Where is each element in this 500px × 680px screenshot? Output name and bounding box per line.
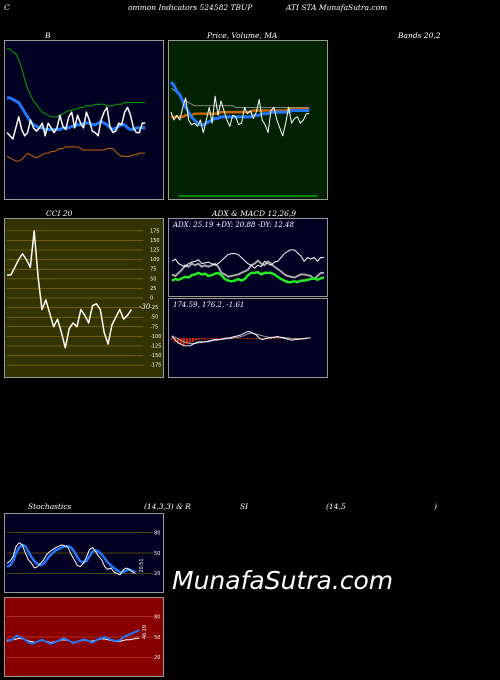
bollinger-title: B (45, 31, 51, 40)
adx-readout: ADX: 25.19 +DY: 20.88 -DY: 12.48 (173, 221, 294, 229)
macd-histogram-bar (246, 338, 248, 339)
macd-histogram-bar (170, 338, 173, 340)
stoch-d-line (6, 543, 136, 574)
cci-tick-label: -150 (150, 353, 161, 359)
bb-upper-line (6, 48, 146, 118)
watermark: MunafaSutra.com (172, 566, 394, 595)
cci-tick-label: -50 (150, 315, 158, 321)
stoch-k-line (6, 542, 136, 576)
cci-chart: 175 150 125 100 75 50 25 0 -25 -50 -75 -100 -125 -150… (6, 228, 161, 369)
macd-histogram-bar (210, 338, 212, 339)
cci-tick-label: -100 (150, 334, 161, 340)
stoch-tick-label: 80 (154, 530, 160, 536)
macd-histogram-bar (195, 338, 197, 341)
cci-value-label: -30 (139, 303, 151, 311)
stoch-tick-label: 20 (154, 571, 160, 577)
rsi-tick-label: 80 (154, 614, 160, 620)
adx-chart (171, 249, 325, 284)
bollinger-chart (6, 48, 146, 162)
cci-tick-label: 175 (150, 228, 159, 234)
macd-histogram-bar (189, 338, 191, 344)
macd-histogram-bar (279, 338, 281, 339)
macd-histogram-bar (219, 338, 221, 339)
cci-title: CCI 20 (46, 209, 73, 218)
cci-line (6, 230, 133, 349)
macd-histogram-bar (273, 338, 275, 339)
rsi-blue-line (6, 629, 140, 645)
header-title: ommon Indicators 524582 TBUP (128, 3, 253, 12)
macd-histogram-bar (198, 338, 200, 340)
bb-close-line (6, 106, 146, 140)
cci-tick-label: -25 (150, 305, 158, 311)
adx-panel: ADX: 25.19 +DY: 20.88 -DY: 12.48 (168, 218, 328, 297)
macd-histogram-bar (201, 338, 203, 340)
stochastics-chart: 80 50 20 20.51 (6, 530, 160, 577)
adx-plus_di-line (171, 270, 325, 284)
price-price-line (170, 95, 310, 137)
macd-histogram-bar (249, 338, 251, 339)
macd-histogram-bar (276, 338, 278, 339)
cci-tick-label: 75 (150, 267, 156, 273)
stoch-params: (14,3,3) & R (144, 502, 191, 511)
adx-adx-line (171, 259, 325, 281)
macd-histogram-bar (255, 338, 257, 339)
price-chart (169, 81, 318, 197)
macd-chart (170, 331, 312, 347)
stoch-value-label: 20.51 (139, 559, 145, 573)
macd-histogram-bar (207, 338, 209, 339)
rsi-tick-label: 50 (154, 635, 160, 641)
header-c: C (4, 3, 10, 12)
cci-panel: 175 150 125 100 75 50 25 0 -25 -50 -75 -100 -125 -150… (4, 218, 164, 378)
cci-tick-label: 150 (150, 238, 159, 244)
macd-histogram-bar (192, 338, 194, 342)
price-ma_blue-line (169, 81, 310, 127)
cci-tick-label: 50 (150, 276, 156, 282)
macd-histogram-bar (216, 338, 218, 339)
bands-title: Bands 20,2 (398, 31, 441, 40)
cci-tick-label: 0 (150, 295, 153, 301)
rsi-panel: 80 50 20 46.19 (4, 597, 164, 677)
header-site: ATI STA MunafaSutra.com (286, 3, 388, 12)
macd-panel: 174.59, 176.2, -1.61 (168, 298, 328, 378)
macd-histogram-bar (237, 338, 239, 339)
adx-minus_di-line (171, 249, 325, 269)
cci-tick-label: -125 (150, 343, 161, 349)
macd-histogram-bar (240, 338, 242, 339)
macd-histogram-bar (234, 338, 236, 339)
macd-histogram-bar (186, 338, 188, 345)
macd-histogram-bar (261, 338, 263, 339)
macd-histogram-bar (176, 338, 179, 344)
macd-line (171, 331, 311, 347)
cci-tick-label: 25 (150, 286, 156, 292)
macd-histogram-bar (213, 338, 215, 339)
price-ma_orange-line (170, 107, 310, 119)
stoch-tick-label: 50 (154, 551, 160, 557)
bollinger-panel (4, 40, 164, 200)
rsi-value-label: 46.19 (142, 625, 148, 639)
macd-histogram-bar (179, 338, 182, 345)
rsi-tick-label: 20 (154, 655, 160, 661)
stochastics-panel: 80 50 20 20.51 (4, 513, 164, 593)
cci-tick-label: 125 (150, 248, 159, 254)
cci-tick-label: -75 (150, 324, 158, 330)
adx-title: ADX & MACD 12,26,9 (212, 209, 297, 218)
rsi-params: (14,5 (326, 502, 346, 511)
macd-histogram-bar (243, 338, 245, 339)
cci-tick-label: -175 (150, 363, 161, 369)
rsi-chart: 80 50 20 46.19 (6, 614, 160, 661)
rsi-si: SI (240, 502, 249, 511)
rsi-close: ) (434, 502, 437, 511)
macd-histogram-bar (252, 338, 254, 339)
price-ma_gray-line (170, 88, 310, 108)
price-panel (168, 40, 328, 200)
cci-tick-label: 100 (150, 257, 159, 263)
macd-readout: 174.59, 176.2, -1.61 (173, 301, 245, 309)
macd-histogram-bar (204, 338, 206, 340)
price-title: Price, Volume, MA (207, 31, 278, 40)
bb-lower-line (6, 146, 146, 162)
stoch-title: Stochastics (28, 502, 72, 511)
